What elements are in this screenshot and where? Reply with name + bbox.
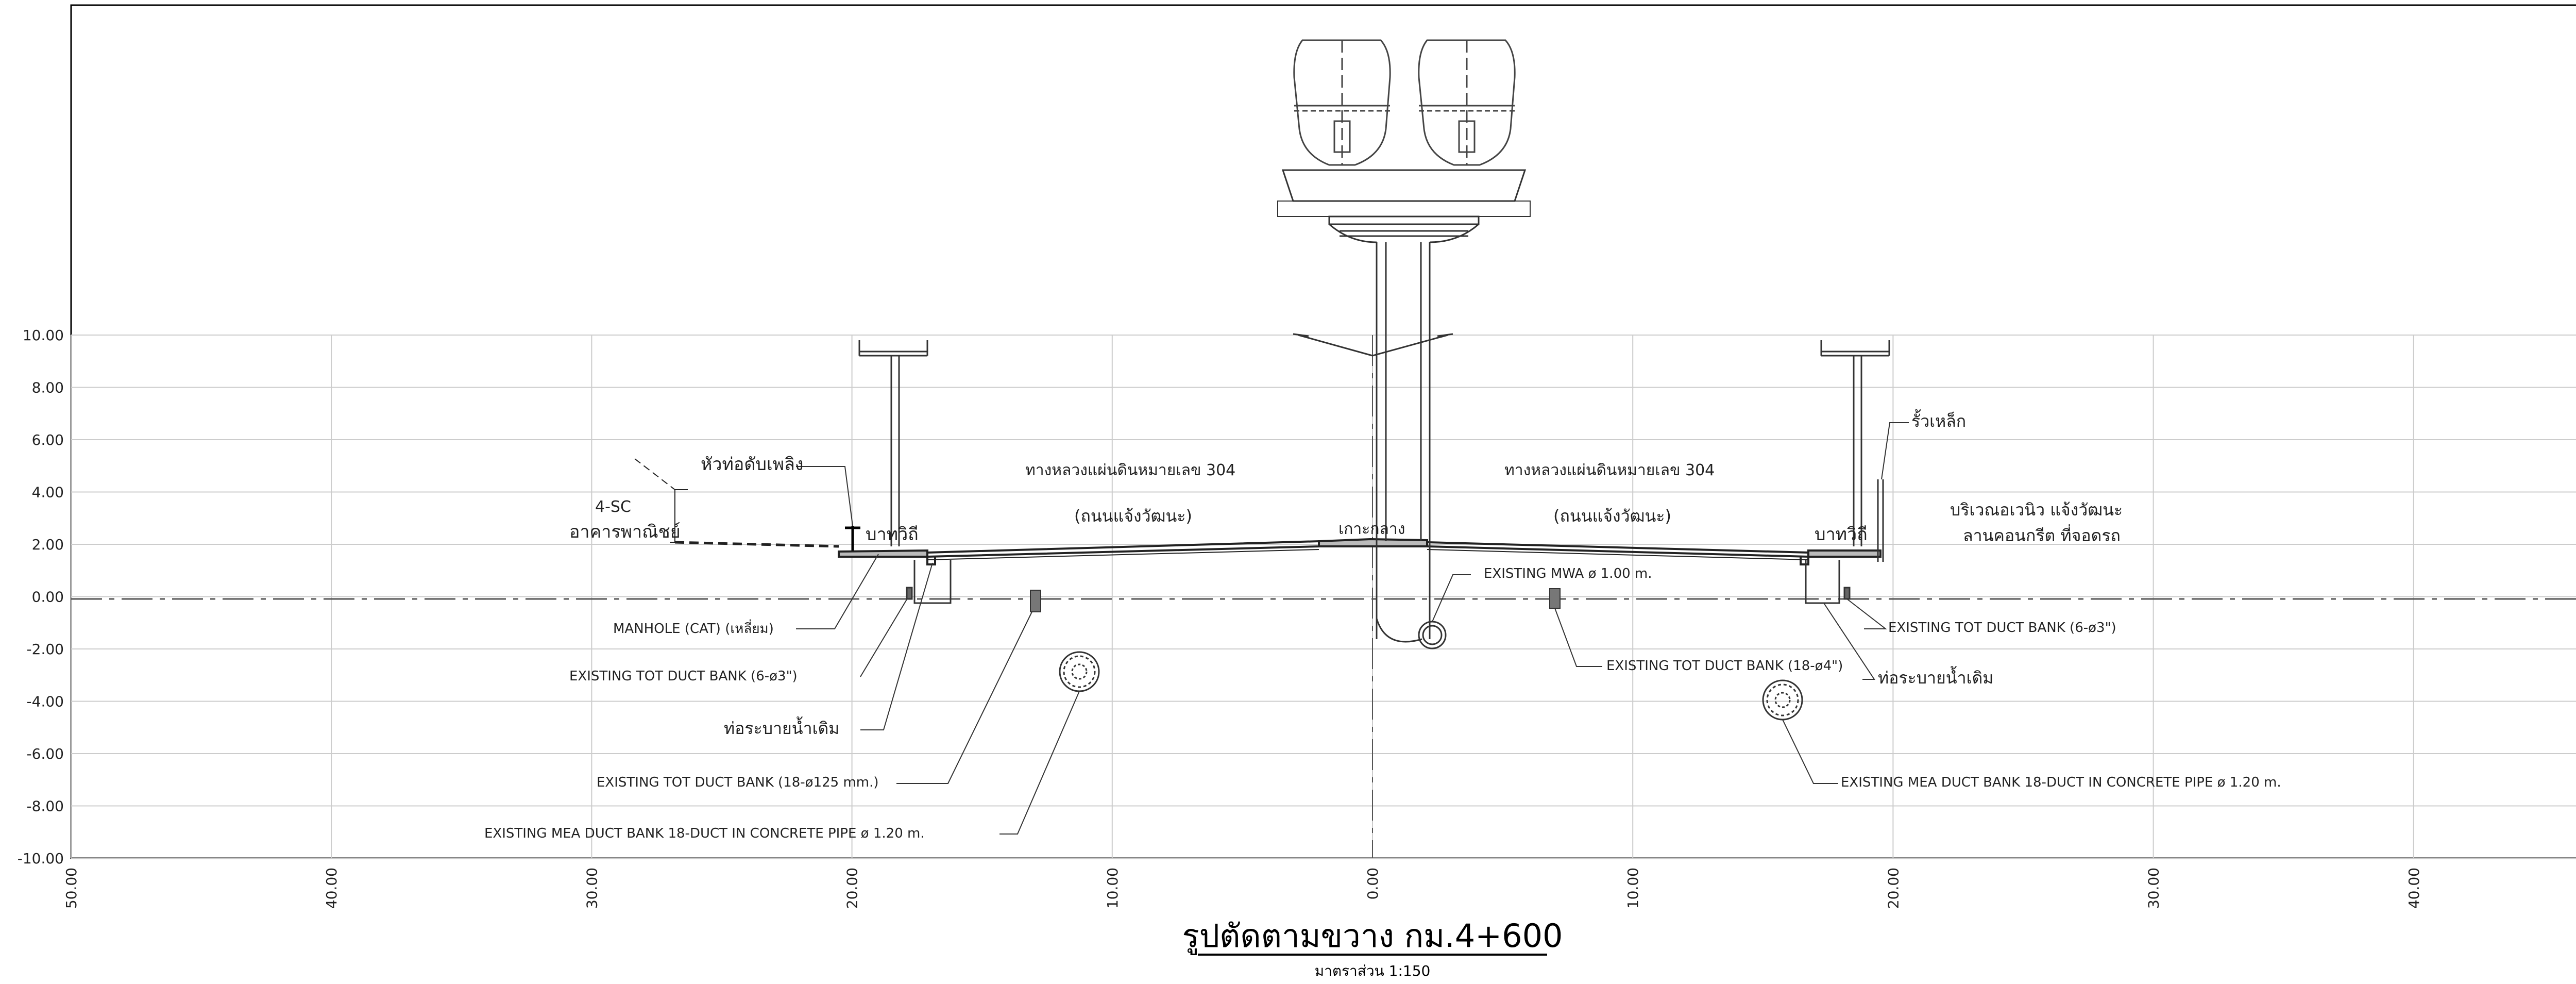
y-tick-label: 10.00 xyxy=(23,327,64,344)
y-tick-label: -10.00 xyxy=(18,850,64,867)
area-label-2: ลานคอนกรีต ที่จอดรถ xyxy=(1963,524,2121,545)
x-tick-label: 30.00 xyxy=(2145,868,2162,909)
mwa-label: EXISTING MWA ø 1.00 m. xyxy=(1484,566,1652,581)
x-tick-label: 0.00 xyxy=(1364,868,1381,899)
manhole-label: MANHOLE (CAT) (เหลี่ยม) xyxy=(613,619,774,637)
mea-left-label: EXISTING MEA DUCT BANK 18-DUCT IN CONCRE… xyxy=(484,826,925,841)
drawing-title: รูปตัดตามขวาง กม.4+600 xyxy=(1182,917,1563,955)
road-left-label-2: (ถนนแจ้งวัฒนะ) xyxy=(1074,506,1192,526)
road-left-label-1: ทางหลวงแผ่นดินหมายเลข 304 xyxy=(1025,461,1235,479)
steel-fence xyxy=(1877,479,1884,562)
area-label-1: บริเวณอเวนิว แจ้งวัฒนะ xyxy=(1950,500,2123,520)
drain-right-label: ท่อระบายน้ำเดิม xyxy=(1878,666,1993,688)
drain-left-label: ท่อระบายน้ำเดิม xyxy=(724,716,839,738)
sidewalk-pole-right xyxy=(1820,340,1890,546)
x-tick-label: 30.00 xyxy=(583,868,600,909)
y-tick-label: 6.00 xyxy=(32,431,64,448)
y-tick-label: -4.00 xyxy=(27,693,64,710)
street-light-icon xyxy=(1293,39,1516,166)
y-tick-label: 8.00 xyxy=(32,379,64,396)
sidewalk-pole-left xyxy=(858,340,928,546)
road-right-label-1: ทางหลวงแผ่นดินหมายเลข 304 xyxy=(1504,461,1715,479)
mea-right-label: EXISTING MEA DUCT BANK 18-DUCT IN CONCRE… xyxy=(1841,775,2281,790)
drawing-frame xyxy=(70,4,2576,859)
x-tick-label: 40.00 xyxy=(2405,868,2422,909)
tot-right-6-label: EXISTING TOT DUCT BANK (6-ø3") xyxy=(1888,620,2116,636)
x-tick-label: 10.00 xyxy=(1104,868,1121,909)
leader-lines xyxy=(796,422,1909,835)
y-axis-labels: 10.00 8.00 6.00 4.00 2.00 0.00 -2.00 -4.00 -6.00… xyxy=(18,327,64,867)
y-tick-label: -2.00 xyxy=(27,641,64,658)
tot-left-18-label: EXISTING TOT DUCT BANK (18-ø125 mm.) xyxy=(597,775,879,790)
underground-utilities xyxy=(906,560,1851,612)
x-tick-label: 40.00 xyxy=(323,868,340,909)
sidewalk-right-label: บาทวิถี xyxy=(1815,524,1868,545)
x-tick-label: 50.00 xyxy=(63,868,80,909)
fire-hydrant-icon xyxy=(845,526,860,551)
hydrant-label: หัวท่อดับเพลิง xyxy=(701,454,803,475)
x-tick-label: 20.00 xyxy=(844,868,861,909)
road-right-label-2: (ถนนแจ้งวัฒนะ) xyxy=(1553,506,1671,526)
tot-mid-18-label: EXISTING TOT DUCT BANK (18-ø4") xyxy=(1606,658,1843,674)
y-tick-label: 0.00 xyxy=(32,589,64,606)
y-tick-label: 4.00 xyxy=(32,484,64,501)
y-tick-label: -8.00 xyxy=(27,798,64,815)
tot-left-6-label: EXISTING TOT DUCT BANK (6-ø3") xyxy=(569,669,798,684)
building-label: อาคารพาณิชย์ xyxy=(569,522,681,542)
scale-note: มาตราส่วน 1:150 xyxy=(1315,962,1431,979)
mwa-pipe-icon xyxy=(1418,621,1447,649)
y-tick-label: 2.00 xyxy=(32,536,64,553)
sidewalk-left-label: บาทวิถี xyxy=(866,524,919,545)
median-column xyxy=(1277,169,1531,643)
x-axis-labels: 50.00 40.00 30.00 20.00 10.00 0.00 10.00 20.00 3… xyxy=(63,868,2422,909)
fence-label: รั้วเหล็ก xyxy=(1911,409,1966,431)
x-tick-label: 20.00 xyxy=(1885,868,1902,909)
median-label: เกาะกลาง xyxy=(1338,520,1405,538)
x-tick-label: 10.00 xyxy=(1624,868,1641,909)
road-profile xyxy=(634,458,1882,565)
y-tick-label: -6.00 xyxy=(27,745,64,762)
building-code-label: 4-SC xyxy=(595,498,631,516)
